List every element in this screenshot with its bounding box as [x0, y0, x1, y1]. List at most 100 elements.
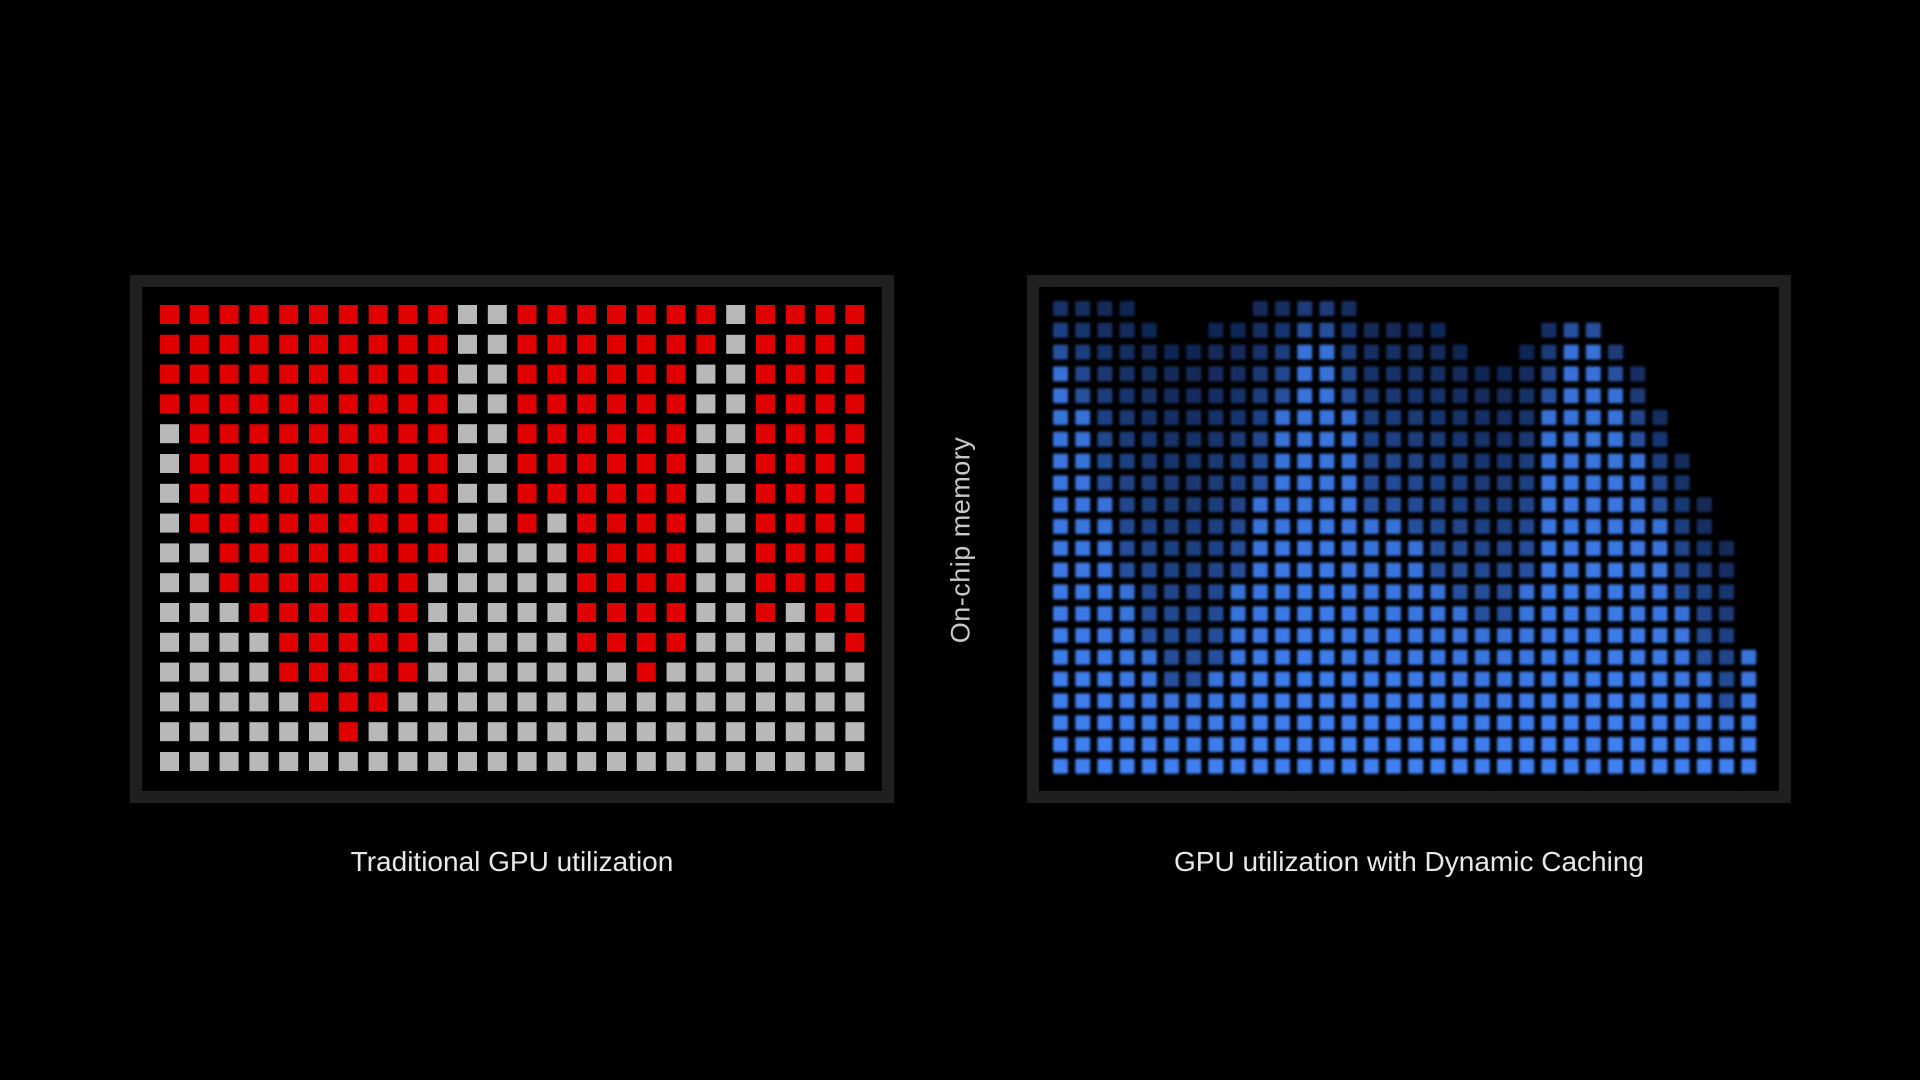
- unused-memory-cell: [338, 752, 358, 771]
- cached-memory-cell: [1297, 431, 1313, 447]
- used-memory-cell: [577, 364, 597, 384]
- unused-memory-cell: [547, 692, 567, 712]
- cached-memory-cell: [1275, 301, 1290, 316]
- cached-memory-cell: [1252, 388, 1268, 404]
- used-memory-cell: [249, 424, 269, 444]
- unused-memory-cell: [487, 603, 507, 622]
- cached-memory-cell: [1652, 453, 1668, 469]
- cached-memory-cell: [1430, 584, 1446, 600]
- cached-memory-cell: [1119, 758, 1135, 774]
- cached-memory-cell: [1608, 584, 1623, 600]
- cached-memory-cell: [1075, 671, 1091, 687]
- cached-memory-cell: [1674, 693, 1690, 709]
- used-memory-cell: [756, 543, 775, 563]
- cached-memory-cell: [1297, 366, 1313, 382]
- used-memory-cell: [815, 394, 835, 414]
- cached-memory-cell: [1519, 584, 1535, 600]
- cached-memory-cell: [1341, 693, 1357, 709]
- cached-memory-cell: [1275, 388, 1290, 404]
- cached-memory-cell: [1341, 453, 1357, 469]
- cached-memory-cell: [1075, 475, 1091, 491]
- unused-memory-cell: [487, 662, 507, 682]
- cached-memory-cell: [1652, 606, 1668, 622]
- cached-memory-cell: [1519, 562, 1535, 578]
- cached-memory-cell: [1075, 453, 1091, 469]
- cached-memory-cell: [1363, 628, 1379, 643]
- cached-memory-cell: [1141, 606, 1157, 622]
- used-memory-cell: [309, 424, 328, 444]
- used-memory-cell: [219, 305, 239, 324]
- cached-memory-cell: [1430, 475, 1446, 491]
- cached-memory-cell: [1519, 671, 1535, 687]
- cached-memory-cell: [1208, 475, 1224, 491]
- cached-memory-cell: [1319, 431, 1335, 447]
- used-memory-cell: [785, 513, 805, 533]
- cached-memory-cell: [1541, 344, 1557, 360]
- cached-memory-cell: [1430, 410, 1446, 425]
- used-memory-cell: [756, 364, 775, 384]
- cached-memory-cell: [1053, 562, 1068, 578]
- cached-memory-cell: [1119, 737, 1135, 752]
- cached-memory-cell: [1719, 562, 1734, 578]
- cached-memory-cell: [1608, 671, 1623, 687]
- used-memory-cell: [577, 603, 597, 622]
- cached-memory-cell: [1275, 649, 1290, 665]
- traditional-gpu-panel: [130, 275, 894, 803]
- cached-memory-cell: [1608, 366, 1623, 382]
- used-memory-cell: [815, 513, 835, 533]
- cached-memory-cell: [1119, 649, 1135, 665]
- cached-memory-cell: [1408, 388, 1424, 404]
- used-memory-cell: [368, 543, 388, 563]
- cached-memory-cell: [1563, 453, 1579, 469]
- used-memory-cell: [398, 573, 418, 593]
- unused-memory-cell: [189, 692, 209, 712]
- cached-memory-cell: [1230, 606, 1246, 622]
- cached-memory-cell: [1652, 431, 1668, 447]
- cached-memory-cell: [1075, 715, 1091, 731]
- cached-memory-cell: [1164, 649, 1179, 665]
- cached-memory-cell: [1097, 584, 1113, 600]
- cached-memory-cell: [1141, 497, 1157, 513]
- cached-memory-cell: [1430, 671, 1446, 687]
- unused-memory-cell: [458, 394, 477, 414]
- cached-memory-cell: [1519, 519, 1535, 534]
- unused-memory-cell: [487, 573, 507, 593]
- cached-memory-cell: [1075, 606, 1091, 622]
- cached-memory-cell: [1585, 322, 1601, 338]
- cached-memory-cell: [1075, 628, 1091, 643]
- cached-memory-cell: [1386, 758, 1401, 774]
- cached-memory-cell: [1519, 737, 1535, 752]
- cached-memory-cell: [1608, 562, 1623, 578]
- cached-memory-cell: [1719, 540, 1734, 556]
- cached-memory-cell: [1164, 540, 1179, 556]
- cached-memory-cell: [1408, 671, 1424, 687]
- used-memory-cell: [517, 424, 537, 444]
- cached-memory-cell: [1363, 715, 1379, 731]
- traditional-gpu-caption: Traditional GPU utilization: [350, 846, 674, 877]
- cached-memory-cell: [1474, 671, 1490, 687]
- cached-memory-cell: [1252, 758, 1268, 774]
- used-memory-cell: [309, 364, 328, 384]
- cached-memory-cell: [1275, 715, 1290, 731]
- unused-memory-cell: [160, 692, 179, 712]
- cached-memory-cell: [1474, 410, 1490, 425]
- unused-memory-cell: [428, 692, 448, 712]
- cached-memory-cell: [1696, 693, 1712, 709]
- unused-memory-cell: [666, 722, 686, 742]
- cached-memory-cell: [1208, 606, 1224, 622]
- unused-memory-cell: [398, 752, 418, 771]
- cached-memory-cell: [1341, 519, 1357, 534]
- cached-memory-cell: [1563, 540, 1579, 556]
- cached-memory-cell: [1408, 628, 1424, 643]
- used-memory-cell: [309, 692, 328, 712]
- cached-memory-cell: [1164, 671, 1179, 687]
- cached-memory-cell: [1141, 322, 1157, 338]
- cached-memory-cell: [1674, 758, 1690, 774]
- cached-memory-cell: [1363, 388, 1379, 404]
- used-memory-cell: [428, 483, 448, 503]
- used-memory-cell: [577, 573, 597, 593]
- cached-memory-cell: [1608, 540, 1623, 556]
- cached-memory-cell: [1585, 628, 1601, 643]
- cached-memory-cell: [1630, 584, 1646, 600]
- cached-memory-cell: [1141, 715, 1157, 731]
